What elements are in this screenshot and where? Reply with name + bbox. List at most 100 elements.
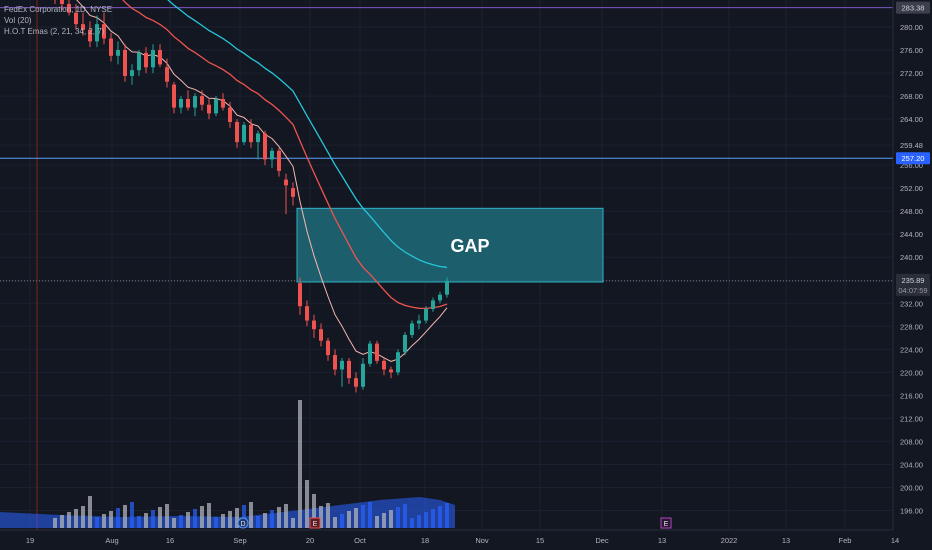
volume-bar [221, 514, 225, 528]
candle-body [256, 133, 260, 143]
volume-bar [186, 512, 190, 528]
candle-body [235, 121, 239, 143]
candle-body [95, 24, 99, 42]
candle-body [298, 283, 302, 307]
price-tick-label: 264.00 [900, 115, 923, 124]
price-tick-label: 276.00 [900, 46, 923, 55]
ema-indicator-label[interactable]: H.O.T Emas (2, 21, 34, 2, 7) [4, 27, 105, 36]
price-tick-label: 272.00 [900, 69, 923, 78]
price-tick-label: 259.48 [900, 141, 923, 150]
volume-bar [179, 515, 183, 528]
earnings-marker-upcoming-shape [660, 517, 672, 529]
volume-bar [137, 516, 141, 528]
current-price-badge-bg [896, 273, 930, 296]
earnings-marker-upcoming: E [664, 521, 669, 528]
candle-body [67, 4, 71, 13]
symbol-title[interactable]: FedEx Corporation, 1D, NYSE [4, 5, 113, 14]
price-tick-label: 224.00 [900, 345, 923, 354]
resistance-price-badge-bg [896, 1, 930, 14]
volume-bar [270, 510, 274, 528]
candle-body [186, 98, 190, 108]
time-tick-label: Feb [839, 536, 852, 545]
volume-bar [389, 510, 393, 528]
volume-bar [214, 517, 218, 528]
horizontal-lines [0, 7, 893, 282]
volume-indicator-label[interactable]: Vol (20) [4, 16, 32, 25]
candle-body [340, 360, 344, 370]
candle-body [158, 50, 162, 65]
candle-body [326, 340, 330, 356]
volume-bar [438, 506, 442, 528]
volume-bar [277, 507, 281, 528]
volume-bar [130, 502, 134, 528]
candle-body [151, 50, 155, 68]
volume-bar [319, 506, 323, 528]
price-tick-label: 204.00 [900, 460, 923, 469]
time-axis[interactable]: 19 Aug 16 Sep 20 Oct 18 Nov 15 Dec 13 2022 13 Feb 14 [26, 536, 899, 545]
volume-bar [88, 496, 92, 528]
volume-bar [207, 503, 211, 528]
chart-legend: FedEx Corporation, 1D, NYSE Vol (20) H.O… [4, 4, 112, 37]
price-tick-label: 228.00 [900, 322, 923, 331]
candle-body [270, 150, 274, 160]
time-tick-label: Nov [475, 536, 489, 545]
time-tick-label: 14 [891, 536, 899, 545]
price-tick-label: 196.00 [900, 506, 923, 515]
candle-body [403, 334, 407, 353]
candle-body [60, 0, 64, 5]
ema-lines [76, 0, 448, 362]
candle-body [221, 98, 225, 108]
candle-body [375, 343, 379, 361]
volume-bar [347, 511, 351, 528]
volume-bar [53, 518, 57, 528]
candle-body [396, 352, 400, 373]
volume-bar [298, 400, 302, 528]
candle-body [179, 98, 183, 108]
candle-body [263, 133, 267, 160]
candle-body [305, 306, 309, 321]
support-price-badge: 257.20 [902, 154, 925, 163]
time-tick-label: Oct [354, 536, 367, 545]
current-price-badge: 235.89 [902, 276, 925, 285]
volume-bar [67, 512, 71, 528]
volume-bar [102, 514, 106, 528]
candle-body [116, 50, 120, 56]
volume-bar [417, 515, 421, 528]
price-tick-label: 208.00 [900, 437, 923, 446]
volume-bar [249, 502, 253, 528]
volume-bar [123, 505, 127, 528]
candle-body [228, 107, 232, 122]
candle-body [172, 84, 176, 108]
dividend-marker-shape [237, 517, 249, 529]
price-tick-label: 232.00 [900, 299, 923, 308]
resistance-price-badge: 283.38 [902, 4, 925, 13]
candle-body [354, 378, 358, 387]
candle-body [319, 329, 323, 341]
price-tick-label: 216.00 [900, 391, 923, 400]
price-tick-label: 256.00 [900, 161, 923, 170]
candle-body [102, 24, 106, 39]
ema-34-line [167, 0, 448, 268]
time-tick-label: 2022 [721, 536, 738, 545]
volume-bar [382, 513, 386, 528]
ema-21-line [122, 0, 448, 310]
volume-bar [193, 509, 197, 528]
bar-countdown: 04:07:59 [898, 286, 927, 295]
candle-body [137, 52, 141, 71]
candle-body [445, 280, 449, 295]
volume-bar [235, 508, 239, 528]
candle-body [242, 124, 246, 143]
time-tick-label: 13 [658, 536, 666, 545]
volume-bar [340, 514, 344, 528]
volume-bar [284, 504, 288, 528]
volume-bar [396, 507, 400, 528]
price-tick-label: 212.00 [900, 414, 923, 423]
time-tick-label: Sep [233, 536, 246, 545]
candle-body [417, 320, 421, 324]
candle-body [249, 124, 253, 143]
volume-bar [361, 505, 365, 528]
volume-bar [95, 517, 99, 528]
